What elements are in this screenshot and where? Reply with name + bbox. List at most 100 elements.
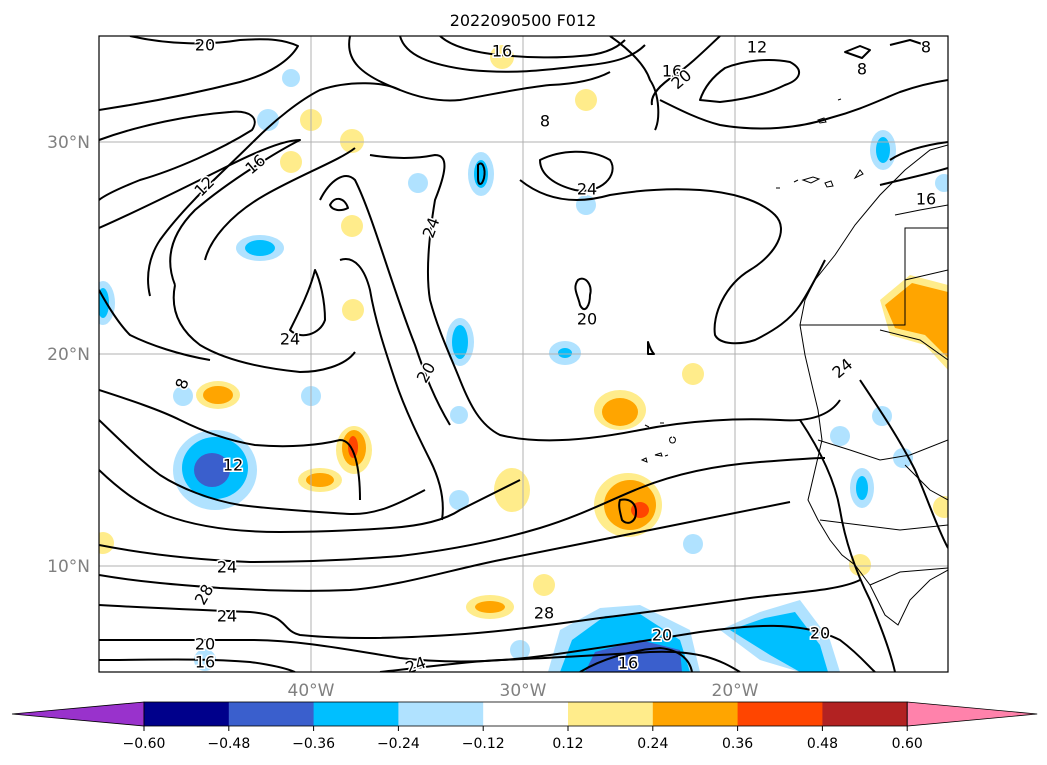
contour-label: 24 <box>280 330 300 349</box>
contour-label: 24 <box>217 607 237 626</box>
border-mauritania-mali <box>904 269 948 281</box>
y-tick-label: 30°N <box>47 133 90 153</box>
contour-label: 12 <box>747 38 767 57</box>
contour-label: 16 <box>916 190 936 209</box>
border-interior <box>879 329 948 361</box>
shade-dot <box>280 151 302 173</box>
shade-red-patch <box>348 436 358 458</box>
shade-dot <box>282 69 300 87</box>
shade-dot <box>99 532 114 554</box>
contour-line <box>889 141 948 161</box>
contour-line <box>99 289 211 361</box>
colorbar-segment <box>313 702 399 726</box>
contour-label: 16 <box>618 654 638 673</box>
border-interior <box>904 464 948 501</box>
contour-line <box>99 469 521 533</box>
colorbar-segment <box>737 702 823 726</box>
colorbar-segment <box>568 702 654 726</box>
chart-title: 2022090500 F012 <box>450 11 597 30</box>
contour-line <box>99 658 296 672</box>
shade-orange-patch <box>602 398 638 426</box>
colorbar-tick-label: −0.48 <box>207 736 250 752</box>
shade-dot <box>490 45 514 69</box>
contour-line <box>477 162 486 185</box>
shade-orange-patch <box>475 601 505 613</box>
border-atlas <box>894 204 948 216</box>
contour-label: 20 <box>652 626 672 645</box>
shade-blue-patch <box>558 348 572 358</box>
shade-dot <box>341 215 363 237</box>
shade-orange-patch <box>203 386 233 404</box>
border-western-sahara <box>800 227 948 326</box>
contour-line <box>99 419 426 516</box>
shade-blue-patch <box>856 476 868 500</box>
contour-line <box>99 36 299 111</box>
colorbar-tick-label: −0.60 <box>123 736 166 752</box>
contour-line <box>147 82 401 297</box>
shade-dot <box>510 640 530 660</box>
axis-labels: 40°W 30°W 20°W 30°N 20°N 10°N <box>47 133 759 701</box>
shade-yellow-patch <box>494 468 530 512</box>
colorbar-segment <box>483 702 569 726</box>
colorbar-tick-label: 0.36 <box>722 736 753 752</box>
contour-line <box>539 150 614 192</box>
colorbar-segment <box>228 702 315 726</box>
gridlines <box>99 36 948 672</box>
x-tick-label: 20°W <box>712 681 759 701</box>
shade-blue-patch <box>876 137 890 163</box>
colorbar-segment <box>822 702 908 726</box>
colorbar-tick-label: −0.24 <box>377 736 420 752</box>
shade-dot <box>849 554 871 576</box>
colorbar-segment <box>652 702 739 726</box>
y-tick-label: 20°N <box>47 345 90 365</box>
contour-line <box>574 277 592 311</box>
shade-dot <box>933 496 948 518</box>
contour-label: 20 <box>810 624 830 643</box>
colorbar-tick-label: 0.48 <box>807 736 838 752</box>
coastlines <box>640 98 948 626</box>
contour-label: 16 <box>662 62 682 81</box>
contour-line <box>172 284 356 373</box>
contour-line <box>399 36 646 73</box>
coastline-africa <box>799 144 948 626</box>
shade-blue-patch <box>245 240 275 256</box>
border-guinea <box>819 519 948 531</box>
map-frame <box>98 35 949 673</box>
contour-line <box>369 154 841 442</box>
contour-label: 16 <box>492 42 512 61</box>
contour-line <box>339 258 444 521</box>
colorbar-tick-label: 0.60 <box>892 736 923 752</box>
contour-line <box>99 579 861 640</box>
contour-label: 16 <box>195 653 215 672</box>
shade-dot <box>682 363 704 385</box>
contour-line <box>879 167 948 186</box>
contour-line <box>439 36 626 59</box>
colorbar-extend-high <box>906 701 1038 727</box>
shade-dot <box>935 174 948 192</box>
x-tick-label: 40°W <box>288 681 335 701</box>
canary-islands <box>776 169 864 189</box>
shade-dot <box>408 173 428 193</box>
contour-line <box>99 501 791 592</box>
contour-lines <box>99 36 948 672</box>
contour-line <box>609 36 660 131</box>
shade-dot <box>575 89 597 111</box>
shade-dot <box>342 299 364 321</box>
border-mauritania-senegal <box>817 439 948 461</box>
contour-line <box>647 341 655 355</box>
contour-line <box>99 457 826 563</box>
colorbar-tick-label: −0.12 <box>462 736 505 752</box>
contour-label: 20 <box>195 36 215 55</box>
shade-dot <box>830 426 850 446</box>
shade-dot <box>173 386 193 406</box>
contour-line <box>844 45 871 59</box>
shade-dot <box>893 448 913 468</box>
shade-dot <box>449 490 469 510</box>
colorbar-tick-label: 0.12 <box>552 736 583 752</box>
contour-label: 8 <box>857 60 867 79</box>
contour-line <box>99 389 361 501</box>
contour-line <box>699 59 800 103</box>
shade-blue-patch <box>452 325 468 359</box>
contour-label: 8 <box>921 38 931 57</box>
